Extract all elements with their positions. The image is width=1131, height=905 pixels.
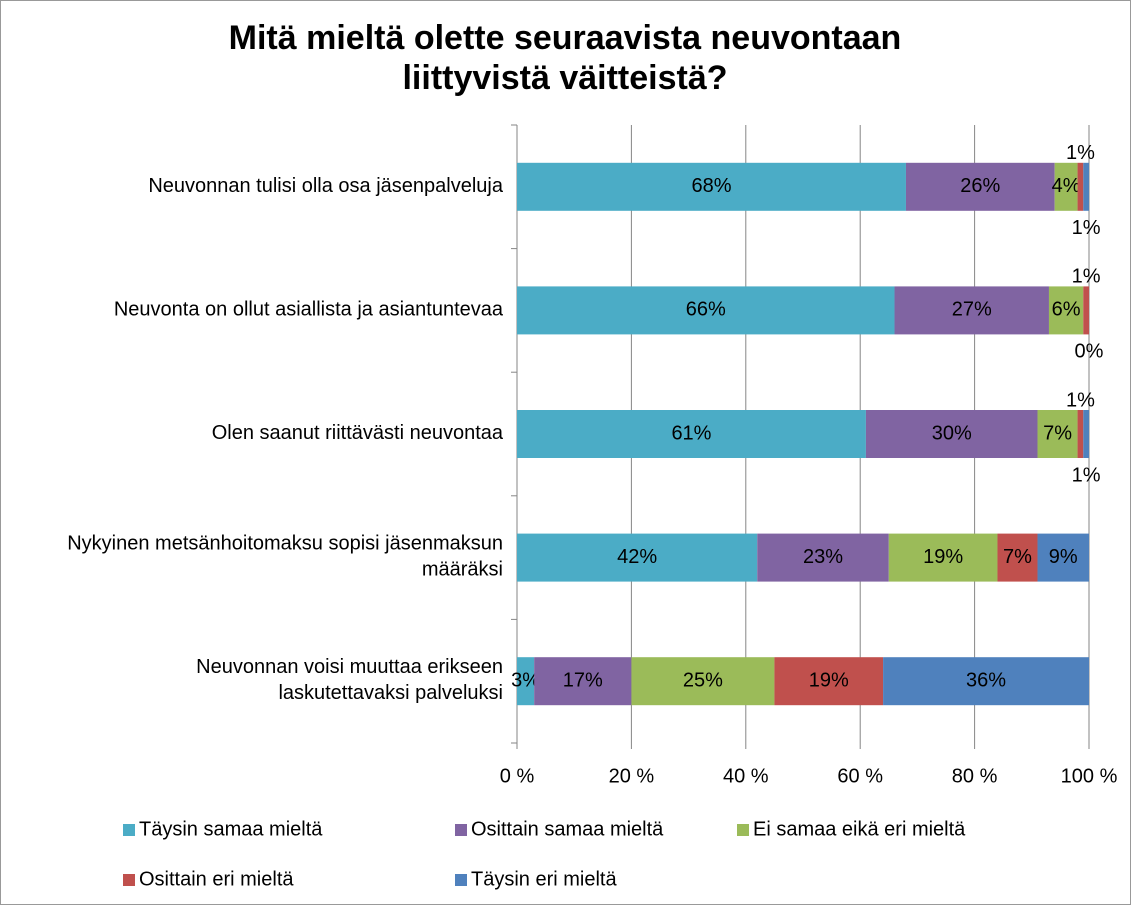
bar-segment xyxy=(1077,410,1084,458)
bar-segment xyxy=(1083,410,1089,458)
data-label: 7% xyxy=(1003,546,1032,568)
data-label: 4% xyxy=(1052,175,1081,197)
bar-segment xyxy=(997,533,1038,582)
data-label: 17% xyxy=(563,669,603,691)
bar-segment xyxy=(631,657,775,706)
bar-segment xyxy=(883,657,1089,706)
legend-swatch xyxy=(737,824,749,836)
data-label: 23% xyxy=(803,546,843,568)
y-tick-label: Olen saanut riittävästi neuvontaa xyxy=(212,422,504,444)
data-label: 27% xyxy=(952,299,992,321)
legend-label: Täysin samaa mieltä xyxy=(139,818,323,840)
bar-segment xyxy=(517,162,906,211)
legend-label: Osittain eri mieltä xyxy=(139,868,294,890)
legend-swatch xyxy=(455,874,467,886)
x-tick-label: 40 % xyxy=(723,765,769,787)
bar-segment xyxy=(894,286,1049,335)
bar-segment xyxy=(1083,162,1089,211)
bar-segment xyxy=(1077,162,1084,211)
data-label: 1% xyxy=(1066,389,1095,411)
data-label: 6% xyxy=(1052,299,1081,321)
bar-segment xyxy=(1054,162,1078,211)
data-label: 1% xyxy=(1066,142,1095,164)
data-label: 19% xyxy=(923,546,963,568)
data-label: 1% xyxy=(1072,266,1101,288)
chart-title: Mitä mieltä olette seuraavista neuvontaa… xyxy=(229,19,902,97)
bar-segment xyxy=(1048,286,1084,335)
data-label: 26% xyxy=(960,175,1000,197)
x-tick-label: 60 % xyxy=(837,765,883,787)
y-tick-label: Neuvonnan tulisi olla osa jäsenpalveluja xyxy=(148,175,504,197)
data-label: 0% xyxy=(1075,341,1104,363)
x-tick-label: 20 % xyxy=(609,765,655,787)
bar-segment xyxy=(517,286,895,335)
legend-swatch xyxy=(123,874,135,886)
data-label: 7% xyxy=(1043,422,1072,444)
bar-segment xyxy=(1037,533,1089,582)
x-tick-label: 0 % xyxy=(500,765,535,787)
bar-segment xyxy=(1083,286,1089,335)
bar-segment xyxy=(517,533,758,582)
y-tick-label: Neuvonta on ollut asiallista ja asiantun… xyxy=(114,299,504,321)
data-label: 1% xyxy=(1072,217,1101,239)
x-tick-label: 100 % xyxy=(1061,765,1118,787)
data-label: 9% xyxy=(1049,546,1078,568)
data-label: 42% xyxy=(617,546,657,568)
legend-label: Osittain samaa mieltä xyxy=(471,818,664,840)
bar-segment xyxy=(1037,410,1078,458)
data-label: 61% xyxy=(671,422,711,444)
bar-segment xyxy=(517,410,866,458)
data-label: 30% xyxy=(932,422,972,444)
bar-segment xyxy=(757,533,889,582)
data-label: 68% xyxy=(691,175,731,197)
data-label: 36% xyxy=(966,669,1006,691)
x-tick-label: 80 % xyxy=(952,765,998,787)
bar-segment xyxy=(905,162,1055,211)
y-tick-label: Neuvonnan voisi muuttaa erikseen laskutet… xyxy=(196,656,503,704)
legend-swatch xyxy=(123,824,135,836)
y-tick-label: Nykyinen metsänhoitomaksu sopisi jäsenma… xyxy=(67,533,503,581)
legend-label: Täysin eri mieltä xyxy=(471,868,617,890)
data-label: 3% xyxy=(511,669,540,691)
bar-segment xyxy=(774,657,884,706)
data-label: 1% xyxy=(1072,464,1101,486)
bar-segment xyxy=(888,533,998,582)
legend-label: Ei samaa eikä eri mieltä xyxy=(753,818,966,840)
data-label: 25% xyxy=(683,669,723,691)
data-label: 66% xyxy=(686,299,726,321)
legend-swatch xyxy=(455,824,467,836)
bar-segment xyxy=(534,657,632,706)
bar-segment xyxy=(865,410,1038,458)
bar-segment xyxy=(517,657,535,706)
data-label: 19% xyxy=(809,669,849,691)
